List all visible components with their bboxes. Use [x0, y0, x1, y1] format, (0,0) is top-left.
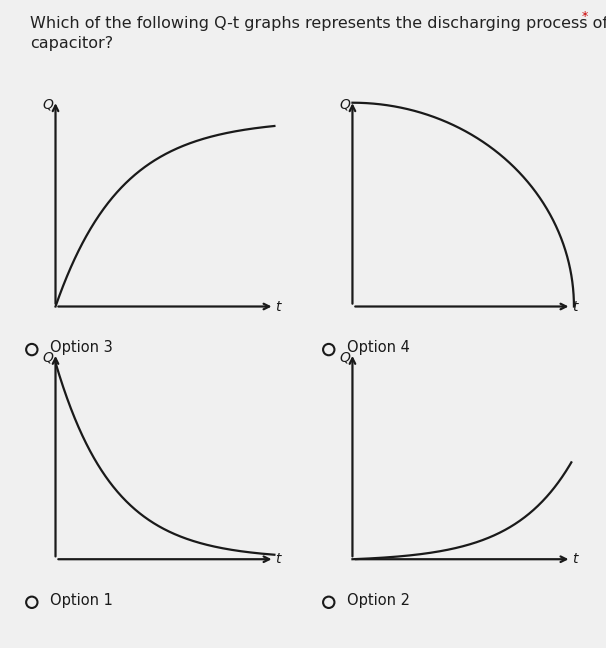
Text: Option 1: Option 1 — [50, 593, 113, 608]
Text: Q: Q — [42, 351, 53, 365]
Text: capacitor?: capacitor? — [30, 36, 113, 51]
Text: *: * — [582, 10, 588, 23]
Text: t: t — [572, 299, 578, 314]
Text: Q: Q — [339, 351, 350, 365]
Text: t: t — [275, 299, 281, 314]
Text: t: t — [572, 552, 578, 566]
Text: Q: Q — [339, 98, 350, 112]
Text: t: t — [275, 552, 281, 566]
Text: Which of the following Q-t graphs represents the discharging process of a: Which of the following Q-t graphs repres… — [30, 16, 606, 31]
Text: Option 4: Option 4 — [347, 340, 410, 356]
Text: Option 2: Option 2 — [347, 593, 410, 608]
Text: Option 3: Option 3 — [50, 340, 113, 356]
Text: Q: Q — [42, 98, 53, 112]
